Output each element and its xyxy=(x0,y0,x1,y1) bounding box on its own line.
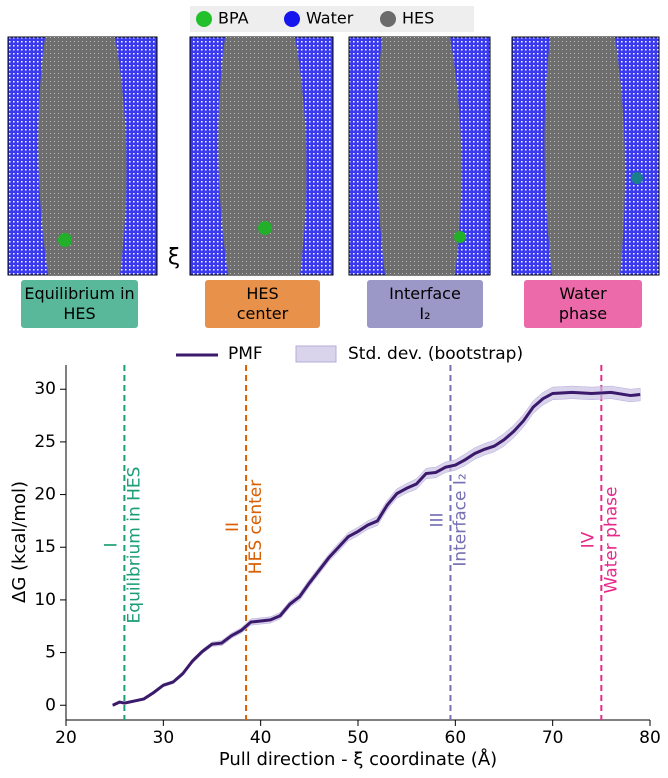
y-tick-label: 5 xyxy=(45,643,56,663)
y-tick-label: 30 xyxy=(34,379,56,399)
marker-label: Water phase xyxy=(601,487,621,594)
x-axis-label: Pull direction - ξ coordinate (Å) xyxy=(219,748,497,770)
marker-label: Equilibrium in HES xyxy=(124,467,144,624)
marker-numeral: I xyxy=(101,542,121,547)
panel-label: HES center xyxy=(237,284,289,323)
panel-label-box xyxy=(524,280,642,328)
legend-dot xyxy=(380,11,396,27)
axis-symbol: ξ xyxy=(168,245,180,270)
marker-label: Interface I₂ xyxy=(450,473,470,566)
panel-label: Equilibrium in HES xyxy=(24,284,134,323)
x-tick-label: 20 xyxy=(55,728,77,748)
marker-label: HES center xyxy=(246,480,266,574)
marker-numeral: IV xyxy=(578,531,598,548)
y-tick-label: 0 xyxy=(45,695,56,715)
legend-label: Water xyxy=(306,9,354,28)
sim-boxes xyxy=(7,36,660,276)
x-tick-label: 80 xyxy=(639,728,661,748)
std-band xyxy=(112,385,641,707)
x-tick-label: 40 xyxy=(250,728,272,748)
y-tick-label: 10 xyxy=(34,590,56,610)
y-tick-label: 15 xyxy=(34,537,56,557)
legend-label: HES xyxy=(402,9,434,28)
x-tick-label: 30 xyxy=(153,728,175,748)
legend-label: Std. dev. (bootstrap) xyxy=(348,344,523,364)
y-tick-label: 25 xyxy=(34,432,56,452)
panel-label: Interface I₂ xyxy=(389,284,461,323)
pmf-line xyxy=(112,390,641,707)
legend-dot xyxy=(196,11,212,27)
legend-dot xyxy=(284,11,300,27)
x-tick-label: 60 xyxy=(445,728,467,748)
legend-band xyxy=(295,345,337,363)
x-tick-label: 70 xyxy=(542,728,564,748)
image-legend-bg xyxy=(190,6,474,32)
panel-label-box xyxy=(205,280,320,328)
legend-label: BPA xyxy=(218,9,249,28)
x-tick-label: 50 xyxy=(347,728,369,748)
y-axis-label: ΔG (kcal/mol) xyxy=(9,481,30,603)
marker-numeral: II xyxy=(223,522,243,532)
panel-label: Water phase xyxy=(559,284,607,323)
legend-label: PMF xyxy=(228,344,263,364)
panel-label-box xyxy=(21,280,138,328)
y-tick-label: 20 xyxy=(34,485,56,505)
marker-numeral: III xyxy=(427,512,447,527)
panel-label-box xyxy=(367,280,483,328)
